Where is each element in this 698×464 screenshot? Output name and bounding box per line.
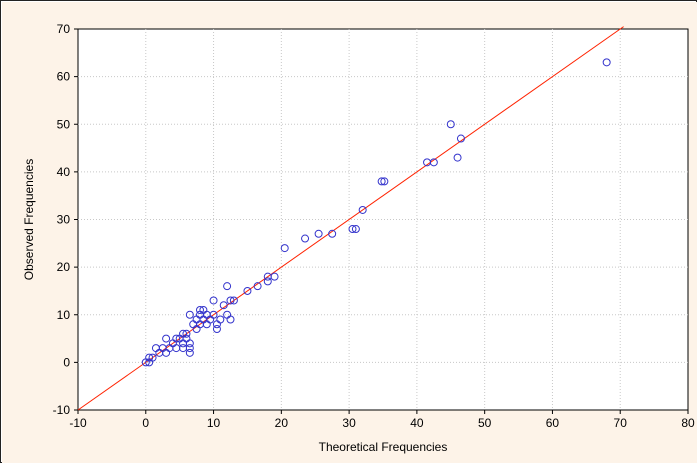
data-point [182, 329, 191, 338]
data-point [196, 305, 204, 314]
data-point [301, 234, 310, 243]
data-point [223, 282, 232, 291]
x-tick-label: 50 [478, 416, 492, 430]
data-point [148, 353, 157, 362]
data-point [263, 277, 272, 286]
x-tick-label: 0 [142, 416, 149, 430]
data-point [456, 134, 465, 143]
y-tick-label: 20 [57, 260, 71, 274]
data-point [377, 177, 386, 186]
data-point [358, 205, 367, 214]
data-point [219, 301, 228, 310]
data-point [453, 153, 462, 162]
data-point [328, 229, 337, 238]
data-point [280, 244, 289, 253]
data-point [602, 58, 611, 67]
data-point [253, 282, 262, 291]
y-tick-labels: -10 0 10 20 30 40 50 60 70 [53, 22, 71, 417]
y-tick-label: 70 [57, 22, 71, 36]
y-tick-label: -10 [53, 403, 71, 417]
x-tick-label: 20 [275, 416, 289, 430]
data-point [216, 315, 225, 324]
x-tick-label: -10 [69, 416, 87, 430]
data-point [429, 158, 438, 167]
data-point [185, 310, 194, 319]
data-point [185, 344, 194, 353]
x-tick-label: 40 [410, 416, 424, 430]
data-point [145, 353, 154, 362]
y-tick-label: 10 [57, 308, 71, 322]
data-point [243, 286, 252, 295]
x-tick-label: 80 [681, 416, 695, 430]
data-point [226, 296, 235, 305]
data-points [141, 58, 611, 367]
data-point [185, 339, 194, 348]
y-tick-label: 30 [57, 213, 71, 227]
x-tick-label: 30 [342, 416, 356, 430]
y-tick-label: 0 [63, 355, 70, 369]
x-tick-label: 60 [546, 416, 560, 430]
data-point [314, 229, 323, 238]
data-point [185, 348, 194, 357]
x-tick-label: 70 [614, 416, 628, 430]
y-tick-label: 40 [57, 165, 71, 179]
data-point [172, 334, 181, 343]
grid-lines [78, 29, 688, 410]
data-point [209, 296, 218, 305]
tick-marks [74, 28, 689, 414]
data-point [162, 334, 171, 343]
data-point [212, 325, 221, 334]
data-point [446, 120, 455, 129]
x-axis-title: Theoretical Frequencies [319, 440, 448, 454]
data-point [351, 225, 360, 234]
y-tick-label: 60 [57, 70, 71, 84]
data-point [229, 296, 238, 305]
fit-line [77, 26, 624, 411]
data-point [380, 177, 389, 186]
data-point [348, 225, 357, 234]
x-tick-labels: -10 0 10 20 30 40 50 60 70 80 [69, 416, 695, 430]
x-tick-label: 10 [207, 416, 221, 430]
data-point [209, 310, 218, 319]
y-axis-title: Observed Frequencies [22, 159, 36, 280]
data-point [226, 315, 235, 324]
data-point [270, 272, 279, 281]
y-tick-label: 50 [57, 117, 71, 131]
